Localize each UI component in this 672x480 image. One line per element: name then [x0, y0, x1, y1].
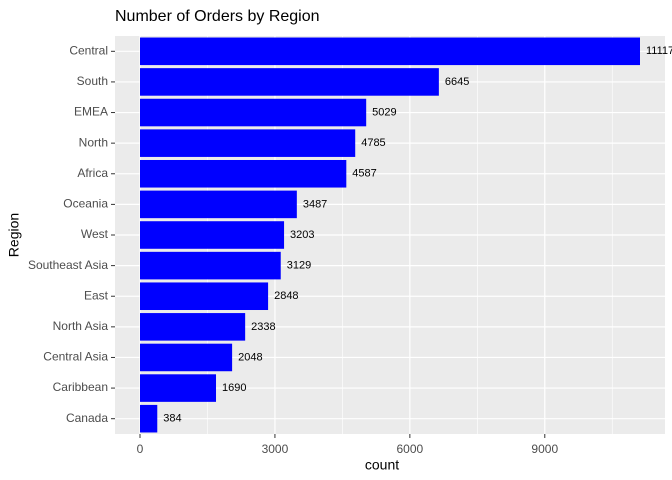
bar — [140, 98, 367, 127]
y-tick-label: East — [84, 288, 109, 302]
value-label: 2848 — [274, 290, 298, 302]
value-label: 4587 — [352, 168, 376, 180]
value-label: 3487 — [303, 198, 327, 210]
y-tick-label: Africa — [77, 166, 108, 180]
x-tick-label: 0 — [137, 442, 144, 456]
value-label: 3129 — [287, 260, 311, 272]
y-axis-title: Region — [6, 213, 22, 257]
bar — [140, 190, 297, 219]
bar — [140, 404, 158, 433]
value-label: 6645 — [445, 76, 469, 88]
y-tick-label: Caribbean — [53, 380, 108, 394]
bar — [140, 251, 281, 280]
y-tick-label: Oceania — [63, 197, 108, 211]
bar — [140, 159, 347, 188]
y-tick-label: South — [77, 74, 108, 88]
x-tick-label: 9000 — [531, 442, 558, 456]
value-label: 2338 — [251, 321, 275, 333]
x-axis-title: count — [365, 457, 399, 473]
y-tick-label: West — [81, 227, 109, 241]
value-label: 4785 — [361, 137, 385, 149]
y-tick-label: EMEA — [74, 105, 108, 119]
bar — [140, 37, 640, 66]
bar — [140, 68, 439, 96]
bar — [140, 282, 269, 311]
value-label: 11117 — [646, 45, 672, 57]
y-tick-label: Southeast Asia — [28, 258, 108, 272]
value-label: 1690 — [222, 382, 246, 394]
chart-title: Number of Orders by Region — [115, 8, 320, 25]
y-tick-label: North Asia — [53, 319, 109, 333]
bar — [140, 129, 356, 157]
y-tick-label: North — [79, 135, 108, 149]
bar — [140, 343, 233, 372]
bar — [140, 221, 285, 249]
value-label: 2048 — [238, 351, 262, 363]
value-label: 3203 — [290, 229, 314, 241]
y-tick-label: Central — [69, 43, 108, 57]
bar — [140, 313, 246, 341]
y-tick-label: Central Asia — [43, 350, 108, 364]
value-label: 5029 — [372, 106, 396, 118]
y-tick-label: Canada — [66, 411, 108, 425]
x-tick-label: 3000 — [262, 442, 289, 456]
value-label: 384 — [163, 413, 181, 425]
bar — [140, 374, 217, 402]
x-tick-label: 6000 — [397, 442, 424, 456]
